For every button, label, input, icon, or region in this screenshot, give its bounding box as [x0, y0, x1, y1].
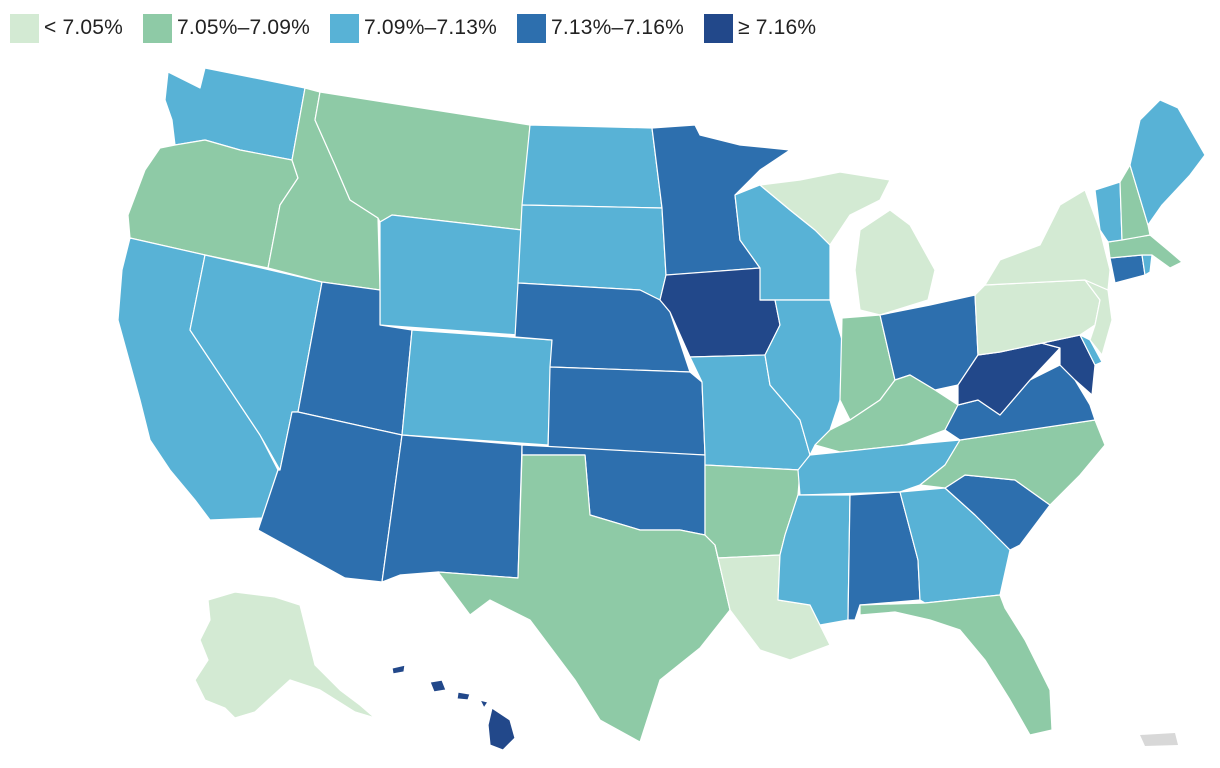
state-FL[interactable] — [859, 594, 1053, 736]
legend-item-709-713: 7.09%–7.13% — [330, 13, 497, 43]
state-NH[interactable] — [1119, 164, 1151, 241]
legend-swatch — [143, 13, 173, 43]
state-CO[interactable] — [401, 329, 553, 446]
legend-label: ≥ 7.16% — [737, 16, 817, 39]
state-MA[interactable] — [1107, 234, 1183, 269]
state-ND[interactable] — [521, 124, 663, 209]
state-CT[interactable] — [1109, 254, 1146, 284]
legend-swatch — [703, 13, 733, 43]
state-VT[interactable] — [1094, 181, 1123, 243]
state-AK[interactable] — [194, 591, 376, 719]
legend-item-713-716: 7.13%–7.16% — [516, 13, 684, 43]
state-TX[interactable] — [437, 454, 731, 743]
legend-item-lt-705: < 7.05% — [10, 13, 124, 43]
legend-label: < 7.05% — [44, 16, 124, 39]
state-NY[interactable] — [984, 189, 1111, 291]
state-NC[interactable] — [919, 419, 1106, 506]
legend-label: 7.13%–7.16% — [550, 16, 684, 39]
state-WY[interactable] — [379, 214, 523, 336]
legend-label: 7.05%–7.09% — [177, 16, 311, 39]
state-KS[interactable] — [547, 366, 706, 456]
legend-label: 7.09%–7.13% — [364, 16, 497, 39]
state-MI[interactable] — [759, 171, 936, 316]
state-ME[interactable] — [1129, 99, 1206, 226]
state-DE[interactable] — [1079, 334, 1103, 366]
legend-swatch — [10, 13, 39, 43]
legend-swatch — [330, 13, 360, 43]
state-NM[interactable] — [381, 434, 523, 583]
legend-item-705-709: 7.05%–7.09% — [143, 13, 311, 43]
legend: < 7.05% 7.05%–7.09% 7.09%–7.13% 7.13%–7.… — [10, 13, 836, 43]
state-HI[interactable] — [391, 664, 516, 751]
state-NJ[interactable] — [1084, 279, 1113, 356]
legend-item-gte-716: ≥ 7.16% — [703, 13, 817, 43]
legend-swatch — [516, 13, 546, 43]
territory-PR — [1140, 733, 1178, 746]
